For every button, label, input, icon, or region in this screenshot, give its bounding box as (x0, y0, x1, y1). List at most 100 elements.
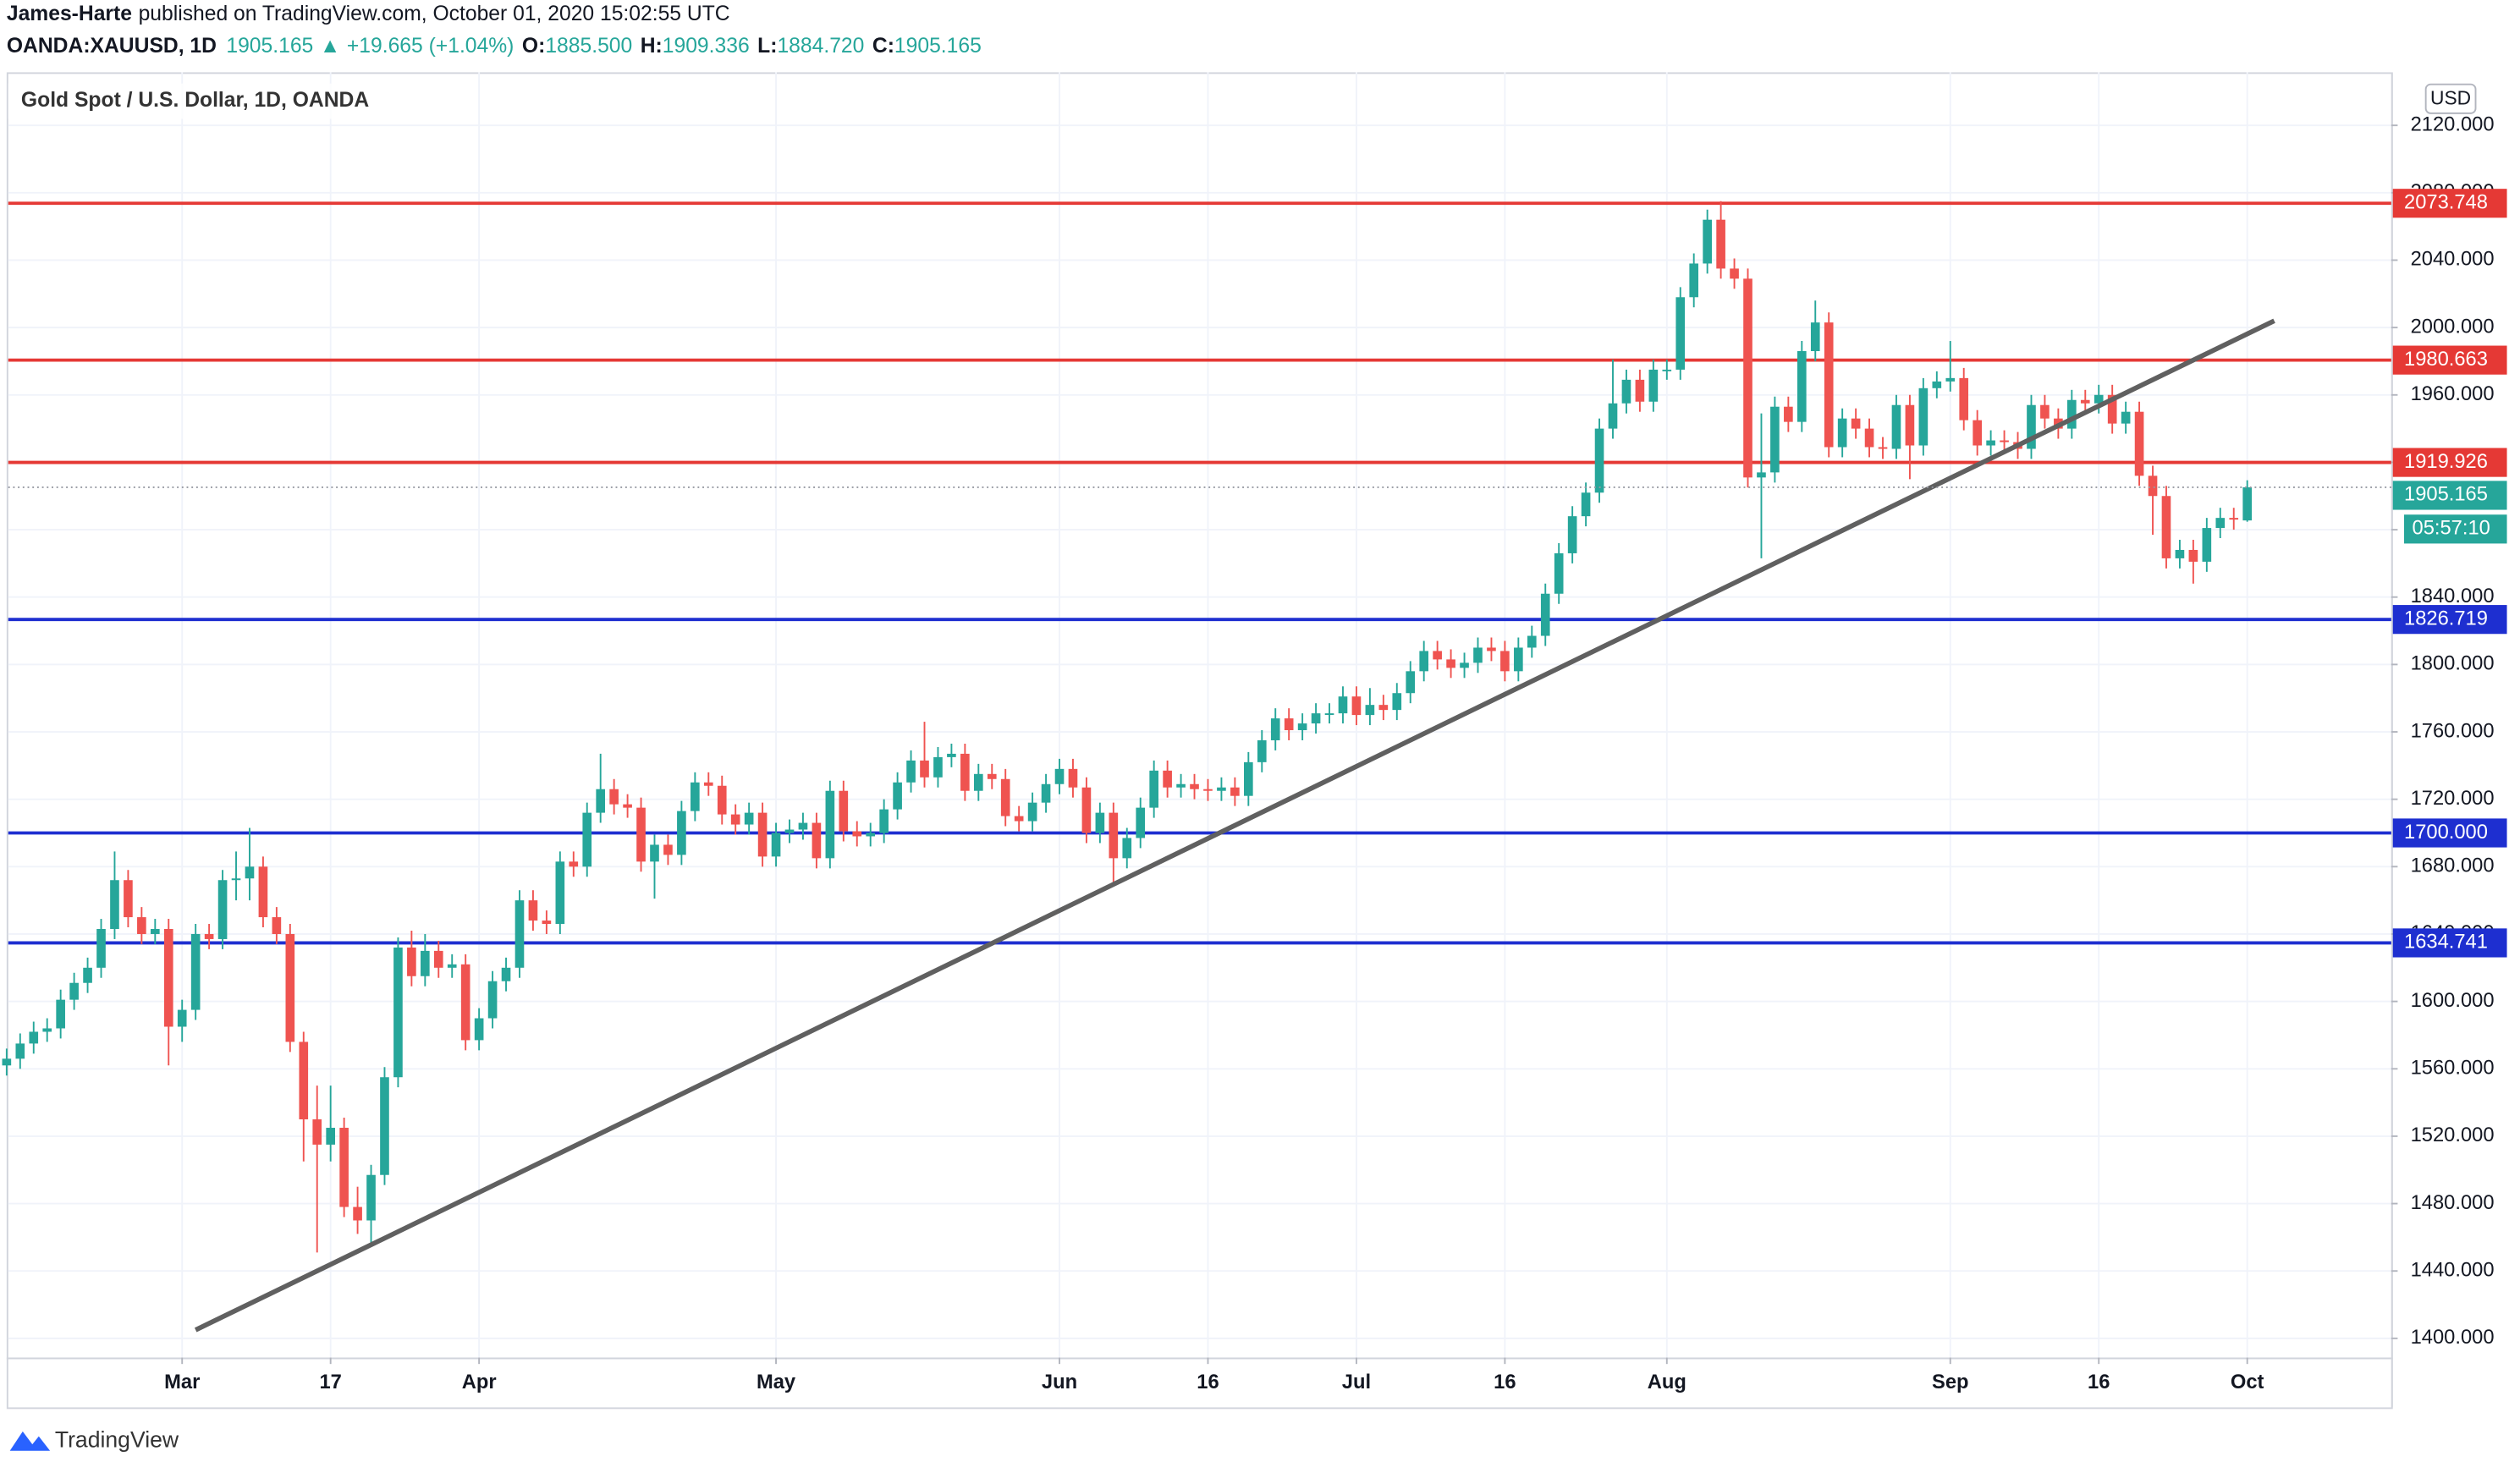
body (771, 833, 781, 857)
body (569, 861, 579, 867)
body (1324, 713, 1334, 716)
body (1514, 647, 1523, 672)
body (96, 928, 106, 968)
x-tick-label: Sep (1932, 1371, 1969, 1393)
body (1932, 381, 1942, 388)
body (1621, 379, 1631, 404)
body (245, 866, 255, 879)
body (1149, 770, 1158, 808)
body (217, 880, 228, 939)
y-tick-label: 1720.000 (2411, 788, 2495, 810)
body (906, 760, 916, 783)
body (2134, 411, 2144, 476)
countdown-box (2404, 514, 2507, 544)
ohlc-value: 1909.336 (663, 35, 750, 58)
ohlc-label: O: (522, 35, 545, 58)
level-label: 1634.741 (2404, 932, 2488, 954)
body (1095, 812, 1105, 833)
ohlc-value: 1884.720 (777, 35, 864, 58)
body (1864, 428, 1874, 448)
body (56, 999, 65, 1029)
x-tick-label: Oct (2231, 1371, 2264, 1393)
body (1635, 379, 1645, 402)
body (393, 947, 403, 1078)
x-tick-label: 17 (319, 1371, 341, 1393)
body (2215, 518, 2226, 529)
body (757, 812, 768, 857)
body (1297, 723, 1307, 731)
y-tick-label: 1480.000 (2411, 1192, 2495, 1214)
body (1703, 219, 1712, 264)
levels: 2073.748 1980.663 1919.926 1826.719 1700.000… (8, 189, 2507, 958)
body (110, 880, 119, 929)
body (812, 822, 822, 859)
title-backdrop (8, 83, 410, 119)
body (177, 1009, 187, 1027)
last: 1905.165 (226, 35, 313, 58)
body (960, 753, 970, 791)
up-arrow: ▲ (320, 35, 340, 58)
body (124, 880, 133, 918)
body (1230, 787, 1240, 796)
body (1730, 268, 1739, 279)
body (1945, 377, 1956, 382)
body (190, 933, 201, 1010)
body (366, 1174, 376, 1221)
body (1905, 404, 1915, 446)
body (650, 844, 659, 862)
y-tick-label: 2040.000 (2411, 249, 2495, 271)
body (1675, 297, 1686, 370)
author: James-Harte (7, 3, 132, 25)
body (339, 1127, 349, 1207)
y-tick-label: 1400.000 (2411, 1327, 2495, 1349)
body (1878, 447, 1888, 449)
y-tick-label: 1600.000 (2411, 990, 2495, 1012)
body (1567, 516, 1577, 553)
x-tick-label: 16 (1494, 1371, 1516, 1393)
trendline (194, 318, 2275, 1333)
body (299, 1042, 309, 1120)
body (1068, 768, 1078, 788)
body (1918, 387, 1929, 446)
body (1743, 278, 1752, 478)
level-label: 2073.748 (2404, 192, 2488, 214)
body (1351, 696, 1362, 716)
body (137, 917, 146, 934)
body (987, 773, 997, 779)
body (663, 844, 673, 855)
symbol-line: OANDA:XAUUSD, 1D 1905.165 ▲ +19.665 (+1.04%… (7, 35, 982, 58)
level-box (2392, 448, 2507, 477)
y-tick-label: 1520.000 (2411, 1124, 2495, 1146)
ohlc-value: 1905.165 (894, 35, 982, 58)
body (1851, 418, 1861, 429)
body (1581, 492, 1591, 517)
body (1257, 739, 1267, 762)
body (163, 928, 173, 1027)
body (973, 773, 983, 791)
body (514, 900, 525, 968)
body (1689, 263, 1699, 298)
currency: USD (2430, 87, 2471, 109)
last-price-label: 1905.165 (2404, 484, 2488, 506)
level-box (2392, 189, 2507, 218)
body (1217, 787, 1226, 791)
body (1446, 659, 1455, 668)
y-tick-label: 1560.000 (2411, 1058, 2495, 1080)
x-tick-label: May (757, 1371, 796, 1393)
body (2188, 549, 2198, 562)
body (1136, 807, 1146, 838)
body (1270, 718, 1280, 740)
x-tick-label: Apr (462, 1371, 497, 1393)
body (528, 900, 538, 921)
published: published on TradingView.com, October 01… (139, 3, 730, 25)
body (1392, 693, 1402, 711)
body (1527, 635, 1537, 648)
body (1176, 783, 1186, 788)
body (1203, 789, 1213, 791)
body (1540, 593, 1550, 636)
body (204, 933, 214, 939)
body (15, 1043, 25, 1059)
ohlc-value: 1885.500 (545, 35, 632, 58)
body (2148, 475, 2158, 497)
